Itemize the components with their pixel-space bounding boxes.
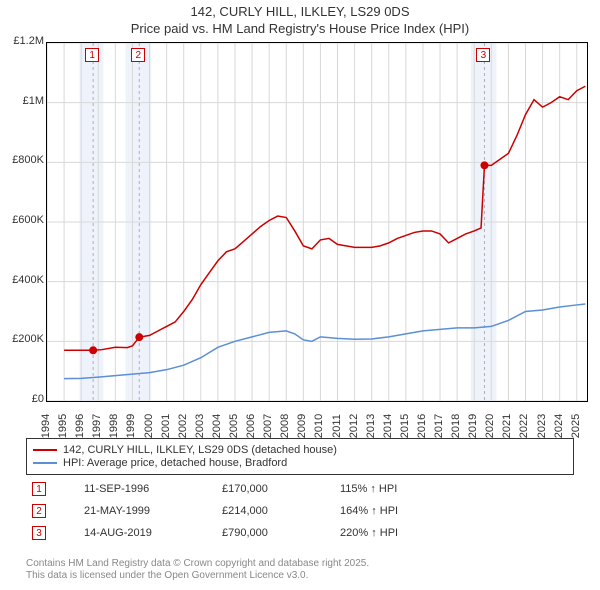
x-tick-label: 1994 — [40, 414, 52, 438]
tx-price: £170,000 — [222, 483, 322, 495]
y-tick-label: £400K — [4, 274, 44, 286]
title-block: 142, CURLY HILL, ILKLEY, LS29 0DS Price … — [0, 0, 600, 38]
legend-swatch-blue — [33, 462, 57, 464]
x-tick-label: 2000 — [143, 414, 155, 438]
chart-marker-2: 2 — [131, 48, 145, 62]
legend-label-blue: HPI: Average price, detached house, Brad… — [63, 457, 287, 469]
legend-item-hpi: HPI: Average price, detached house, Brad… — [33, 457, 567, 469]
tx-price: £214,000 — [222, 505, 322, 517]
x-tick-label: 2021 — [501, 414, 513, 438]
chart-marker-1: 1 — [85, 48, 99, 62]
x-tick-label: 2018 — [450, 414, 462, 438]
tx-marker-2: 2 — [32, 504, 46, 518]
x-tick-label: 2007 — [262, 414, 274, 438]
x-tick-label: 2008 — [279, 414, 291, 438]
attribution-footer: Contains HM Land Registry data © Crown c… — [26, 558, 574, 582]
x-tick-label: 1996 — [74, 414, 86, 438]
x-tick-label: 2002 — [177, 414, 189, 438]
x-tick-label: 2024 — [553, 414, 565, 438]
y-tick-label: £1M — [4, 95, 44, 107]
tx-date: 14-AUG-2019 — [84, 527, 204, 539]
x-tick-label: 1999 — [125, 414, 137, 438]
x-tick-label: 2023 — [536, 414, 548, 438]
tx-marker-3: 3 — [32, 526, 46, 540]
x-tick-label: 2015 — [399, 414, 411, 438]
x-tick-label: 2017 — [433, 414, 445, 438]
y-tick-label: £800K — [4, 154, 44, 166]
tx-row: 3 14-AUG-2019 £790,000 220% ↑ HPI — [26, 522, 574, 544]
legend-swatch-red — [33, 449, 57, 451]
x-tick-label: 2005 — [228, 414, 240, 438]
x-tick-label: 2025 — [570, 414, 582, 438]
x-tick-label: 2012 — [348, 414, 360, 438]
tx-price: £790,000 — [222, 527, 322, 539]
x-tick-label: 2011 — [331, 414, 343, 438]
tx-row: 1 11-SEP-1996 £170,000 115% ↑ HPI — [26, 478, 574, 500]
tx-marker-1: 1 — [32, 482, 46, 496]
x-tick-label: 2006 — [245, 414, 257, 438]
legend: 142, CURLY HILL, ILKLEY, LS29 0DS (detac… — [26, 438, 574, 475]
tx-row: 2 21-MAY-1999 £214,000 164% ↑ HPI — [26, 500, 574, 522]
x-tick-label: 2010 — [313, 414, 325, 438]
tx-pct: 220% ↑ HPI — [340, 527, 460, 539]
legend-label-red: 142, CURLY HILL, ILKLEY, LS29 0DS (detac… — [63, 444, 337, 456]
x-tick-label: 2004 — [211, 414, 223, 438]
x-tick-label: 2009 — [296, 414, 308, 438]
y-tick-label: £200K — [4, 333, 44, 345]
x-tick-label: 1995 — [57, 414, 69, 438]
chart-svg — [47, 43, 587, 401]
title-line-1: 142, CURLY HILL, ILKLEY, LS29 0DS — [0, 4, 600, 21]
y-tick-label: £600K — [4, 214, 44, 226]
x-tick-label: 2022 — [518, 414, 530, 438]
x-tick-label: 2019 — [467, 414, 479, 438]
y-tick-label: £1.2M — [4, 35, 44, 47]
x-tick-label: 2003 — [194, 414, 206, 438]
plot-area — [46, 42, 588, 402]
tx-date: 11-SEP-1996 — [84, 483, 204, 495]
transactions-table: 1 11-SEP-1996 £170,000 115% ↑ HPI 2 21-M… — [26, 478, 574, 544]
title-line-2: Price paid vs. HM Land Registry's House … — [0, 21, 600, 38]
x-tick-label: 2014 — [382, 414, 394, 438]
footer-line-1: Contains HM Land Registry data © Crown c… — [26, 558, 574, 570]
x-tick-label: 2016 — [416, 414, 428, 438]
tx-pct: 164% ↑ HPI — [340, 505, 460, 517]
x-tick-label: 2001 — [160, 414, 172, 438]
tx-date: 21-MAY-1999 — [84, 505, 204, 517]
x-tick-label: 2013 — [365, 414, 377, 438]
chart-marker-3: 3 — [476, 48, 490, 62]
x-tick-label: 1998 — [108, 414, 120, 438]
tx-pct: 115% ↑ HPI — [340, 483, 460, 495]
chart-container: 142, CURLY HILL, ILKLEY, LS29 0DS Price … — [0, 0, 600, 590]
legend-item-property: 142, CURLY HILL, ILKLEY, LS29 0DS (detac… — [33, 444, 567, 456]
footer-line-2: This data is licensed under the Open Gov… — [26, 570, 574, 582]
y-tick-label: £0 — [4, 393, 44, 405]
x-tick-label: 2020 — [484, 414, 496, 438]
x-tick-label: 1997 — [91, 414, 103, 438]
